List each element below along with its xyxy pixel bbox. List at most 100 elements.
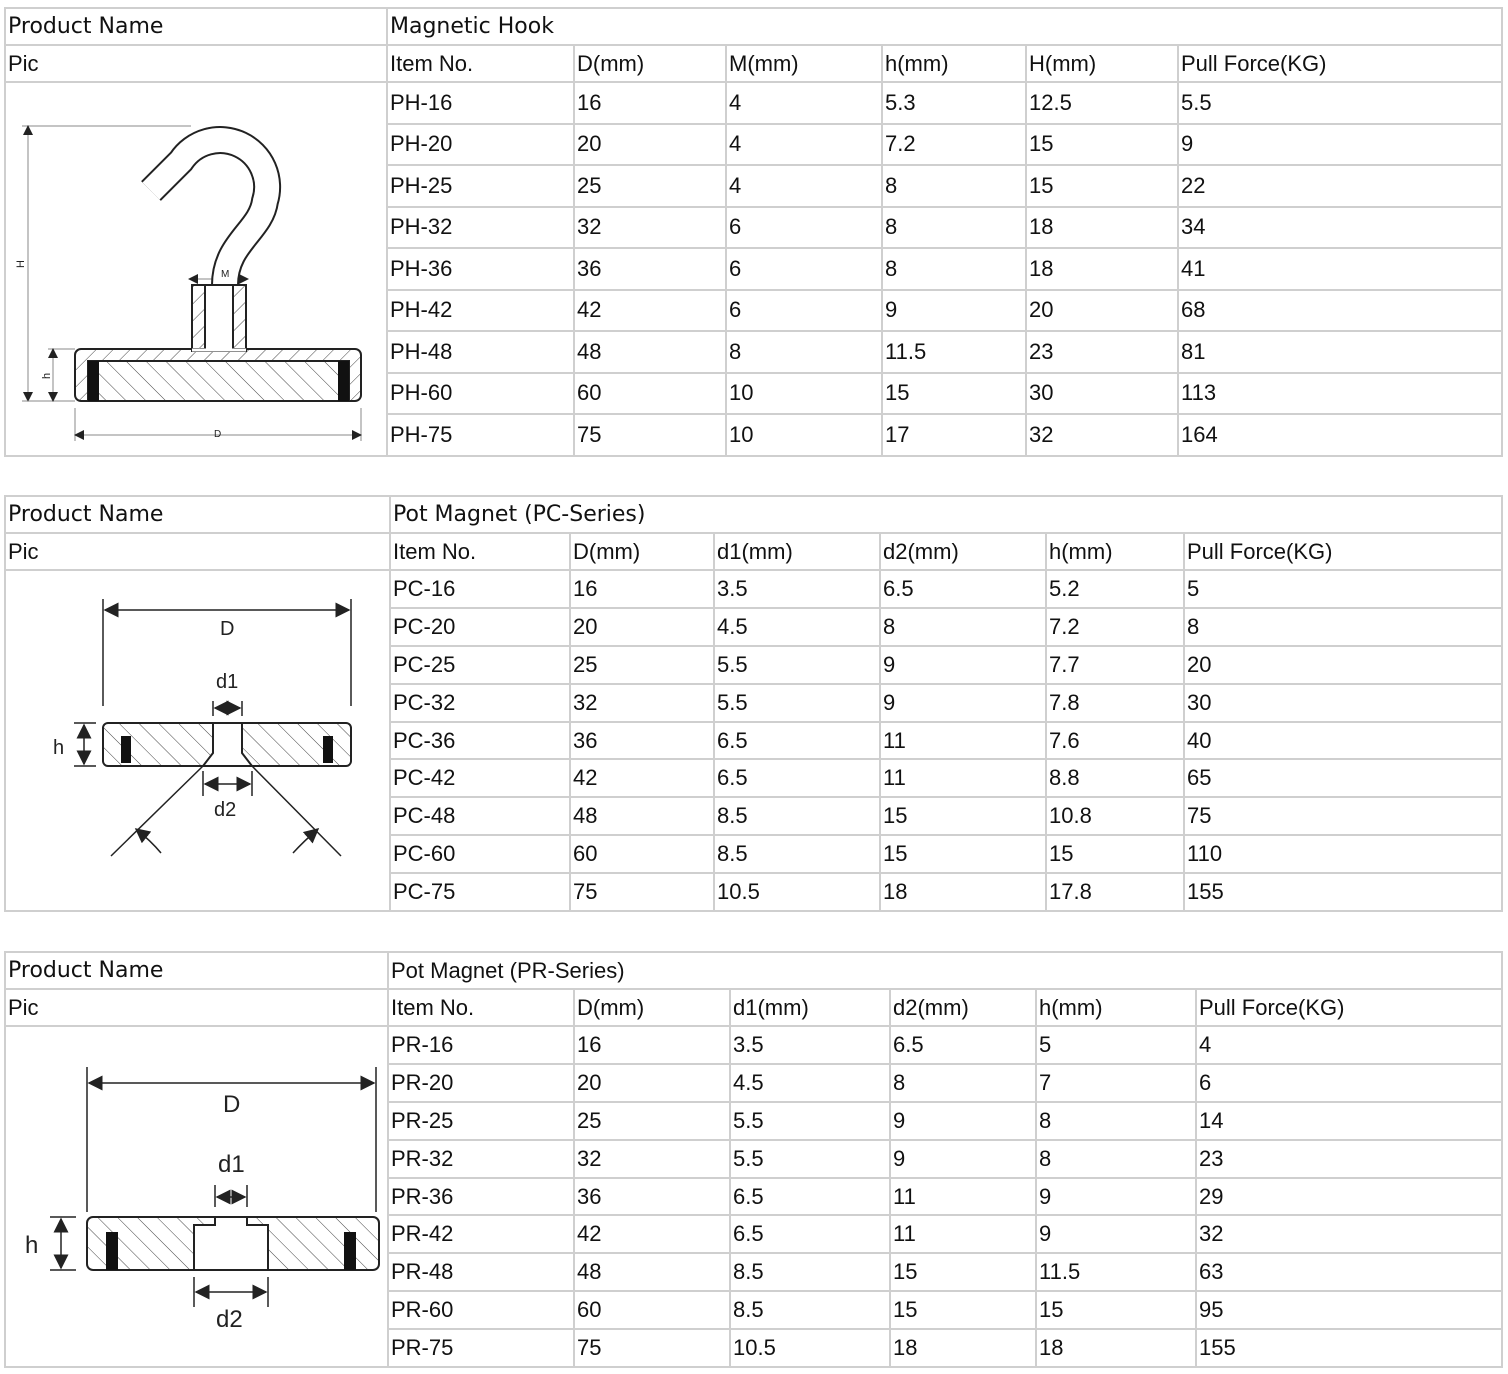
pic-cell: H M h D <box>4 81 388 457</box>
spec-cell: 25 <box>573 164 727 208</box>
column-header: Item No. <box>387 988 575 1027</box>
label-h: h <box>25 1232 38 1259</box>
table-row: H M h D PH-16 16 4 5.3 12.5 5.5 <box>4 81 1503 457</box>
spec-cell: 29 <box>1195 1176 1503 1217</box>
table-row: PR-75 75 10.5 18 18 155 <box>5 1328 1503 1369</box>
label-d1: d1 <box>218 1151 245 1178</box>
item-number-cell: PR-36 <box>387 1176 575 1217</box>
pic-cell: D d1 h d2 <box>4 568 391 913</box>
spec-cell: 6 <box>725 288 883 332</box>
spec-cell: 14 <box>1195 1100 1503 1141</box>
table-row: PH-32 32 6 8 18 34 <box>5 205 1503 249</box>
table-row: PH-75 75 10 17 32 164 <box>5 413 1503 457</box>
pic-label: Pic <box>4 988 389 1027</box>
column-header: Pull Force(KG) <box>1183 532 1503 571</box>
item-number-cell: PH-42 <box>386 288 575 332</box>
product-name-label: Product Name <box>4 495 391 534</box>
column-header: d1(mm) <box>729 988 891 1027</box>
spec-cell: 23 <box>1195 1138 1503 1179</box>
magnetic-hook-drawing: H M h D <box>15 125 362 441</box>
spec-cell: 6.5 <box>713 758 881 799</box>
spec-cell: 6 <box>1195 1062 1503 1103</box>
spec-cell: 34 <box>1177 205 1503 249</box>
spec-cell: 8 <box>881 247 1027 291</box>
spec-cell: 10.5 <box>729 1328 891 1369</box>
table-row: PH-25 25 4 8 15 22 <box>5 164 1503 208</box>
spec-cell: 48 <box>573 330 727 374</box>
spec-cell: 36 <box>569 720 715 761</box>
spec-cell: 15 <box>879 796 1047 837</box>
spec-cell: 10.8 <box>1045 796 1185 837</box>
spec-cell: 9 <box>889 1100 1037 1141</box>
spec-cell: 9 <box>1035 1214 1197 1255</box>
spec-cell: 16 <box>573 81 727 125</box>
column-header: d1(mm) <box>713 532 881 571</box>
spec-cell: 3.5 <box>729 1025 891 1065</box>
item-number-cell: PH-32 <box>386 205 575 249</box>
spec-cell: 8.5 <box>713 834 881 875</box>
spec-cell: 23 <box>1025 330 1179 374</box>
table-row: PC-36 36 6.5 11 7.6 40 <box>5 720 1503 761</box>
spec-cell: 22 <box>1177 164 1503 208</box>
label-h: h <box>41 373 53 379</box>
item-number-cell: PC-75 <box>389 872 571 913</box>
table-row: PR-48 48 8.5 15 11.5 63 <box>5 1252 1503 1293</box>
spec-cell: 42 <box>573 1214 731 1255</box>
spec-cell: 155 <box>1195 1328 1503 1369</box>
table-row: PR-20 20 4.5 8 7 6 <box>5 1062 1503 1103</box>
spec-cell: 8 <box>725 330 883 374</box>
column-header: Pull Force(KG) <box>1177 44 1503 83</box>
label-D: D <box>220 618 234 640</box>
table-row: PH-36 36 6 8 18 41 <box>5 247 1503 291</box>
spec-cell: 6.5 <box>729 1176 891 1217</box>
spec-cell: 40 <box>1183 720 1503 761</box>
item-number-cell: PH-48 <box>386 330 575 374</box>
column-header: Item No. <box>386 44 575 83</box>
spec-cell: 4.5 <box>713 606 881 647</box>
spec-cell: 11 <box>889 1176 1037 1217</box>
spec-cell: 18 <box>1025 205 1179 249</box>
column-header: D(mm) <box>569 532 715 571</box>
product-name: Pot Magnet (PR-Series) <box>387 951 1503 990</box>
pic-cell: D d1 h d2 <box>4 1024 389 1369</box>
item-number-cell: PR-20 <box>387 1062 575 1103</box>
spec-cell: 17.8 <box>1045 872 1185 913</box>
spec-cell: 8.8 <box>1045 758 1185 799</box>
pot-magnet-pr-drawing: D d1 h d2 <box>25 1067 380 1333</box>
spec-cell: 15 <box>889 1252 1037 1293</box>
table-row: PC-48 48 8.5 15 10.8 75 <box>5 796 1503 837</box>
spec-cell: 68 <box>1177 288 1503 332</box>
spec-cell: 20 <box>1025 288 1179 332</box>
label-d2: d2 <box>216 1306 243 1333</box>
spec-cell: 15 <box>879 834 1047 875</box>
table-row: PC-25 25 5.5 9 7.7 20 <box>5 644 1503 685</box>
spec-cell: 95 <box>1195 1290 1503 1331</box>
column-header: d2(mm) <box>889 988 1037 1027</box>
spec-cell: 48 <box>569 796 715 837</box>
spec-cell: 7.2 <box>1045 606 1185 647</box>
spec-cell: 81 <box>1177 330 1503 374</box>
spec-cell: 7.7 <box>1045 644 1185 685</box>
table-row: D d1 h d2 PR-16 16 3.5 6.5 5 4 <box>4 1024 1503 1369</box>
spec-cell: 4 <box>1195 1025 1503 1065</box>
item-number-cell: PC-25 <box>389 644 571 685</box>
spec-cell: 6.5 <box>889 1025 1037 1065</box>
spec-cell: 10.5 <box>713 872 881 913</box>
column-header: Item No. <box>389 532 571 571</box>
item-number-cell: PC-48 <box>389 796 571 837</box>
item-number-cell: PC-20 <box>389 606 571 647</box>
spec-cell: 25 <box>573 1100 731 1141</box>
spec-cell: 4.5 <box>729 1062 891 1103</box>
table-row: PR-32 32 5.5 9 8 23 <box>5 1138 1503 1179</box>
spec-cell: 30 <box>1183 682 1503 723</box>
item-number-cell: PR-75 <box>387 1328 575 1369</box>
item-number-cell: PH-25 <box>386 164 575 208</box>
spec-cell: 8 <box>1035 1138 1197 1179</box>
column-header: h(mm) <box>1045 532 1185 571</box>
table-row: PC-32 32 5.5 9 7.8 30 <box>5 682 1503 723</box>
spec-cell: 113 <box>1177 371 1503 415</box>
magnetic-hook-table: Product Name Magnetic Hook Pic Item No. D… <box>4 7 1503 457</box>
column-header: D(mm) <box>573 988 731 1027</box>
column-header: D(mm) <box>573 44 727 83</box>
table-row: PH-60 60 10 15 30 113 <box>5 371 1503 415</box>
